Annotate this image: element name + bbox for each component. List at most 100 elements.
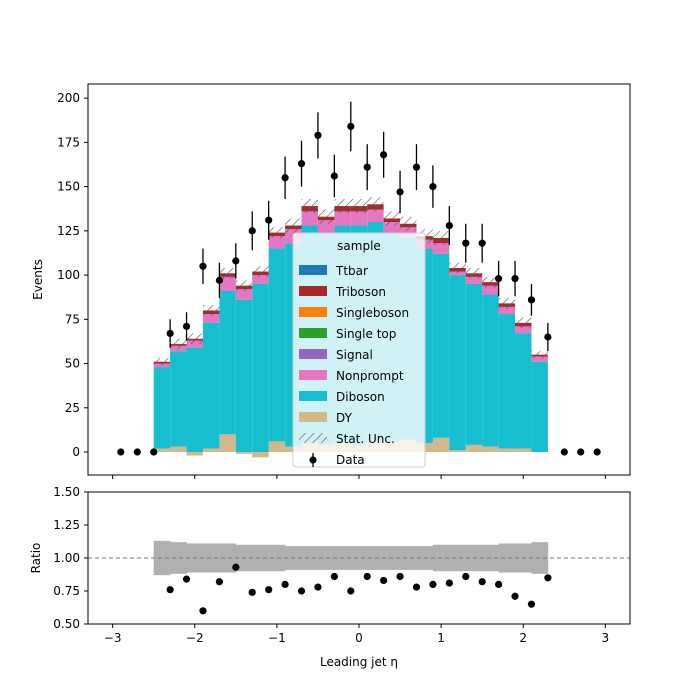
ratio-point	[495, 580, 503, 589]
ratio-band-bin	[219, 543, 237, 573]
legend-label-singleboson: Singleboson	[336, 306, 409, 320]
legend-swatch-single-top	[299, 328, 327, 338]
x-tick-label: −1	[268, 631, 286, 645]
main-y-axis-label: Events	[31, 259, 45, 300]
ratio-point	[265, 586, 273, 594]
main-y-tick-label: 75	[65, 312, 80, 326]
ratio-band-bin	[350, 546, 368, 570]
bar-dy	[235, 452, 253, 454]
legend: sample Ttbar Triboson Singleboson Single top…	[292, 232, 426, 468]
ratio-y-tick-label: 1.00	[53, 551, 80, 565]
stat-unc-bin	[317, 209, 335, 224]
ratio-point	[281, 580, 289, 589]
stat-unc-bin	[531, 351, 548, 359]
ratio-point	[527, 600, 536, 608]
bar-dy	[268, 441, 286, 452]
bar-nonprompt	[383, 222, 401, 233]
ratio-point	[330, 572, 338, 581]
stat-unc-bin	[465, 268, 483, 279]
ratio-band-bin	[202, 543, 220, 573]
legend-label-dy: DY	[336, 411, 353, 425]
data-point	[511, 275, 519, 283]
data-point	[445, 221, 453, 230]
main-plot-frame	[87, 83, 631, 476]
bar-diboson	[465, 283, 483, 445]
data-point	[232, 257, 240, 265]
data-points	[117, 101, 601, 456]
bar-diboson	[449, 275, 466, 451]
ratio-point	[412, 583, 421, 591]
ratio-point	[478, 578, 486, 586]
ratio-band-bin	[153, 540, 171, 576]
bar-dy	[449, 450, 466, 452]
x-tick-label: 0	[355, 631, 363, 645]
data-point	[297, 160, 306, 168]
legend-swatch-data	[309, 456, 317, 464]
ratio-points	[166, 563, 552, 615]
data-point	[396, 188, 404, 196]
stat-unc-bin	[170, 338, 187, 350]
data-point	[265, 216, 273, 224]
stat-unc-bin	[449, 262, 466, 274]
main-axes: 0 25 50 75 100 125 150 175 200	[57, 91, 606, 479]
stat-unc-bin	[334, 199, 351, 214]
main-plot-panel: 0 25 50 75 100 125 150 175 200 Events sample Ttba…	[31, 83, 631, 479]
legend-label-nonprompt: Nonprompt	[336, 369, 404, 383]
bar-nonprompt	[367, 209, 384, 222]
ratio-band-bin	[449, 544, 467, 572]
data-point	[363, 163, 371, 171]
stat-unc-bin	[186, 333, 203, 345]
data-point	[478, 239, 486, 247]
stat-unc-bin	[301, 199, 318, 214]
ratio-band-bin	[252, 544, 269, 572]
ratio-band-bin	[170, 542, 187, 574]
data-point	[593, 448, 601, 456]
ratio-point	[511, 592, 519, 600]
bar-nonprompt	[334, 211, 351, 226]
bar-diboson	[235, 299, 253, 452]
data-point	[330, 172, 338, 180]
legend-label-diboson: Diboson	[336, 390, 385, 404]
data-point	[429, 183, 437, 191]
data-point	[412, 163, 421, 171]
x-tick-label: −2	[186, 631, 204, 645]
bar-dy	[252, 452, 269, 458]
ratio-point	[544, 574, 552, 582]
legend-swatch-nonprompt	[299, 370, 327, 380]
ratio-y-tick-label: 1.25	[53, 518, 80, 532]
x-tick-label: 3	[602, 631, 610, 645]
data-point	[150, 448, 158, 456]
bar-dy	[170, 446, 187, 452]
bar-diboson	[498, 314, 516, 449]
bar-diboson	[170, 351, 187, 447]
ratio-point	[248, 588, 256, 596]
bar-nonprompt	[515, 326, 532, 334]
legend-swatch-triboson	[299, 286, 327, 296]
ratio-point	[380, 576, 388, 585]
legend-swatch-dy	[299, 412, 327, 422]
data-point	[462, 239, 470, 247]
ratio-point	[182, 575, 191, 583]
legend-swatch-stat-unc-	[299, 433, 327, 443]
stat-unc-bin	[498, 298, 516, 309]
ratio-point	[215, 578, 223, 586]
data-point	[577, 448, 585, 456]
data-point	[314, 131, 322, 139]
ratio-point	[462, 572, 470, 581]
x-axis-label: Leading jet η	[320, 655, 398, 669]
ratio-point	[297, 587, 306, 595]
legend-label-triboson: Triboson	[335, 285, 386, 299]
legend-swatch-singleboson	[299, 307, 327, 317]
main-y-tick-label: 125	[57, 224, 80, 238]
legend-label-ttbar: Ttbar	[335, 264, 368, 278]
ratio-point	[445, 579, 453, 587]
data-point	[281, 174, 289, 182]
main-y-tick-label: 50	[65, 357, 80, 371]
bar-nonprompt	[531, 356, 548, 362]
ratio-point	[232, 563, 240, 571]
ratio-y-axis-label: Ratio	[29, 543, 43, 574]
legend-label-data: Data	[336, 453, 365, 467]
stat-unc-bin	[285, 218, 302, 233]
bar-diboson	[531, 361, 548, 452]
x-tick-label: −3	[104, 631, 122, 645]
